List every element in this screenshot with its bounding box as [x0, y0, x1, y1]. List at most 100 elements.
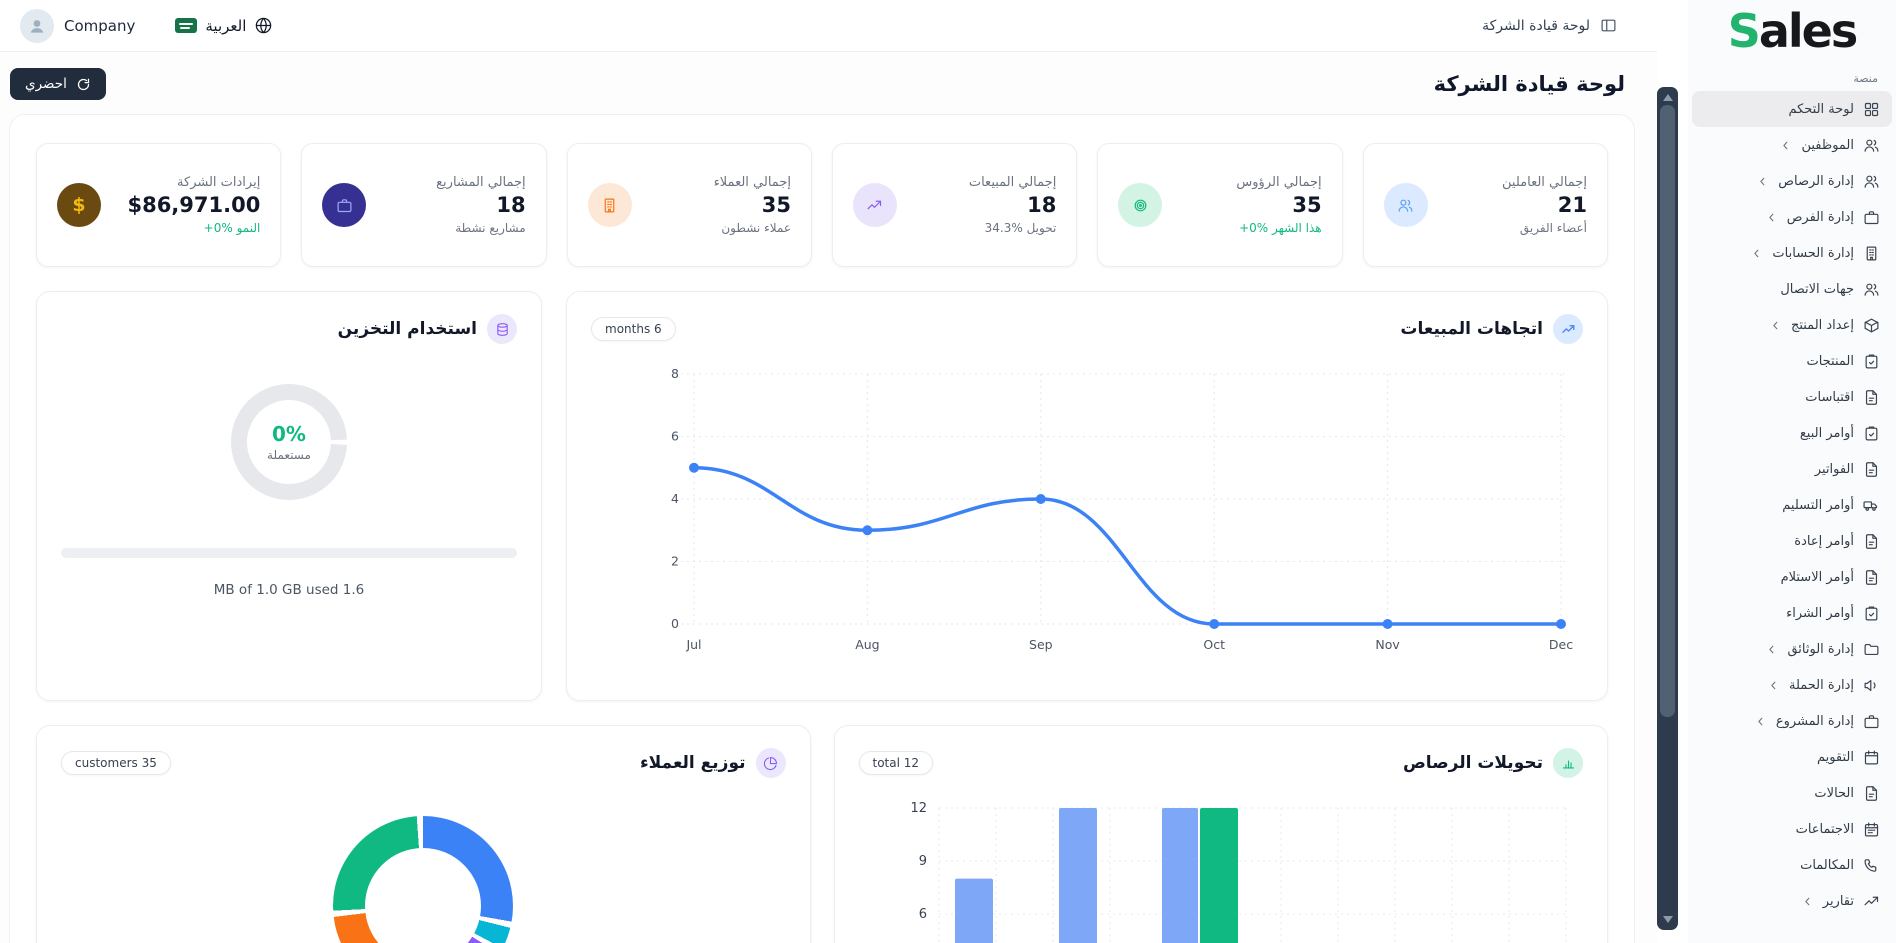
sidebar-item-calls[interactable]: المكالمات [1692, 847, 1892, 883]
briefcase-icon [1863, 209, 1880, 226]
sidebar-item-product-setup[interactable]: إعداد المنتج [1692, 307, 1892, 343]
clipboard-icon [1863, 605, 1880, 622]
scroll-up-arrow[interactable] [1662, 94, 1673, 101]
refresh-button[interactable]: احضري [10, 68, 106, 100]
phone-icon [1863, 857, 1880, 874]
dollar-icon: $ [57, 183, 101, 227]
sidebar-item-reports[interactable]: تقارير [1692, 883, 1892, 919]
saudi-flag-icon [175, 18, 198, 33]
truck-icon [1863, 497, 1880, 514]
svg-text:Nov: Nov [1375, 637, 1400, 652]
person-icon [30, 19, 44, 33]
sidebar-item-label: المنتجات [1806, 353, 1854, 369]
stat-value: 18 [1027, 193, 1057, 217]
clipboard-icon [1863, 353, 1880, 370]
stat-label: إجمالي العاملين [1502, 175, 1587, 190]
sidebar-item-documents[interactable]: إدارة الوثائق [1692, 631, 1892, 667]
storage-progress-bar [61, 548, 517, 558]
stat-card-projects: إجمالي المشاريع 18 مشاريع نشطة [301, 143, 547, 267]
stat-card-employees: إجمالي العاملين 21 أعضاء الفريق [1362, 143, 1608, 267]
sidebar-item-lead-management[interactable]: إدارة الرصاص [1692, 163, 1892, 199]
sidebar-item-campaigns[interactable]: إدارة الحملة [1692, 667, 1892, 703]
chevron-left-icon [1754, 715, 1767, 728]
sidebar-item-label: أوامر البيع [1799, 425, 1854, 441]
sidebar-item-label: الفواتير [1814, 461, 1854, 477]
bar-chart-icon [1553, 748, 1583, 778]
stat-value: 35 [761, 193, 791, 217]
sidebar-item-label: لوحة التحكم [1788, 101, 1854, 117]
sidebar-item-receipt-orders[interactable]: أوامر الاستلام [1692, 559, 1892, 595]
users-icon [1863, 137, 1880, 154]
sidebar-item-delivery-orders[interactable]: أوامر التسليم [1692, 487, 1892, 523]
language-switcher[interactable]: العربية [175, 16, 273, 35]
sidebar-section-label: منصة [1853, 72, 1878, 85]
storage-percent-label: مستعملة [267, 448, 311, 462]
chevron-left-icon [1769, 319, 1782, 332]
calendar-icon [1863, 749, 1880, 766]
page-title: لوحة قيادة الشركة [1433, 72, 1625, 96]
sidebar-item-accounts[interactable]: إدارة الحسابات [1692, 235, 1892, 271]
sidebar-item-contacts[interactable]: جهات الاتصال [1692, 271, 1892, 307]
topbar-right: لوحة قيادة الشركة [1482, 17, 1617, 34]
dashboard-container: $ إيرادات الشركة $86,971.00 +0% النمو إجمالي… [9, 114, 1635, 943]
sidebar-item-opportunities[interactable]: إدارة الفرص [1692, 199, 1892, 235]
sidebar-item-products[interactable]: المنتجات [1692, 343, 1892, 379]
customer-distribution-title: توزيع العملاء [639, 753, 746, 773]
app-logo: Sales [1727, 4, 1859, 58]
scrollbar-thumb[interactable] [1660, 105, 1675, 717]
sidebar-item-purchase-orders[interactable]: أوامر الشراء [1692, 595, 1892, 631]
refresh-icon [77, 78, 89, 90]
sidebar-item-label: اقتباسات [1805, 389, 1854, 405]
lead-conversions-card: تحويلات الرصاص total 12 12 9 6 [833, 725, 1608, 943]
meetings-icon [1863, 821, 1880, 838]
company-name[interactable]: Company [64, 16, 136, 35]
sidebar-item-label: جهات الاتصال [1780, 281, 1854, 297]
target-icon [1118, 183, 1163, 227]
building-icon [587, 183, 632, 227]
folder-icon [1863, 641, 1880, 658]
customer-distribution-badge: customers 35 [61, 751, 171, 775]
sidebar-item-calendar[interactable]: التقويم [1692, 739, 1892, 775]
sidebar-item-label: الموظفين [1801, 137, 1854, 153]
svg-text:8: 8 [671, 366, 679, 381]
stat-value: $86,971.00 [127, 193, 261, 217]
chevron-left-icon [1756, 175, 1769, 188]
user-avatar[interactable] [20, 8, 54, 43]
sidebar-item-cases[interactable]: الحالات [1692, 775, 1892, 811]
file-icon [1863, 389, 1880, 406]
sidebar-item-sales-orders[interactable]: أوامر البيع [1692, 415, 1892, 451]
sidebar-item-label: أوامر الاستلام [1780, 569, 1854, 585]
grid-icon [1863, 101, 1880, 118]
scroll-down-arrow[interactable] [1662, 916, 1673, 923]
topbar-left: Company العربية [20, 8, 273, 43]
sidebar-item-label: إعداد المنتج [1790, 317, 1854, 333]
chevron-left-icon [1767, 679, 1780, 692]
sidebar-item-label: الحالات [1814, 785, 1854, 801]
sidebar-item-label: أوامر التسليم [1782, 497, 1854, 513]
sidebar-item-return-orders[interactable]: أوامر إعادة [1692, 523, 1892, 559]
sidebar-item-projects[interactable]: إدارة المشروع [1692, 703, 1892, 739]
storage-donut: 0% مستعملة [231, 384, 347, 500]
sidebar-item-label: الاجتماعات [1795, 821, 1854, 837]
sidebar-item-quotes[interactable]: اقتباسات [1692, 379, 1892, 415]
trending-icon [852, 183, 897, 227]
sidebar-item-label: إدارة المشروع [1775, 713, 1854, 729]
sidebar-scrollbar[interactable] [1657, 87, 1678, 930]
svg-text:Oct: Oct [1203, 637, 1225, 652]
breadcrumb: لوحة قيادة الشركة [1482, 17, 1590, 34]
sidebar-item-label: أوامر الشراء [1786, 605, 1854, 621]
svg-text:0: 0 [671, 616, 679, 631]
megaphone-icon [1863, 677, 1880, 694]
sidebar-toggle-icon[interactable] [1600, 17, 1617, 34]
sidebar-item-dashboard[interactable]: لوحة التحكم [1692, 91, 1892, 127]
main-area: Company العربية لوحة قيادة الشركة احضري … [0, 8, 1657, 943]
stat-label: إجمالي العملاء [713, 175, 791, 190]
sidebar-item-label: أوامر إعادة [1794, 533, 1854, 549]
sidebar-item-label: إدارة الحملة [1789, 677, 1854, 693]
sidebar-item-meetings[interactable]: الاجتماعات [1692, 811, 1892, 847]
sidebar-item-invoices[interactable]: الفواتير [1692, 451, 1892, 487]
sidebar-item-employees[interactable]: الموظفين [1692, 127, 1892, 163]
chevron-left-icon [1765, 211, 1778, 224]
stat-subtitle: +0% النمو [203, 221, 261, 235]
sidebar-item-label: إدارة الفرص [1786, 209, 1854, 225]
